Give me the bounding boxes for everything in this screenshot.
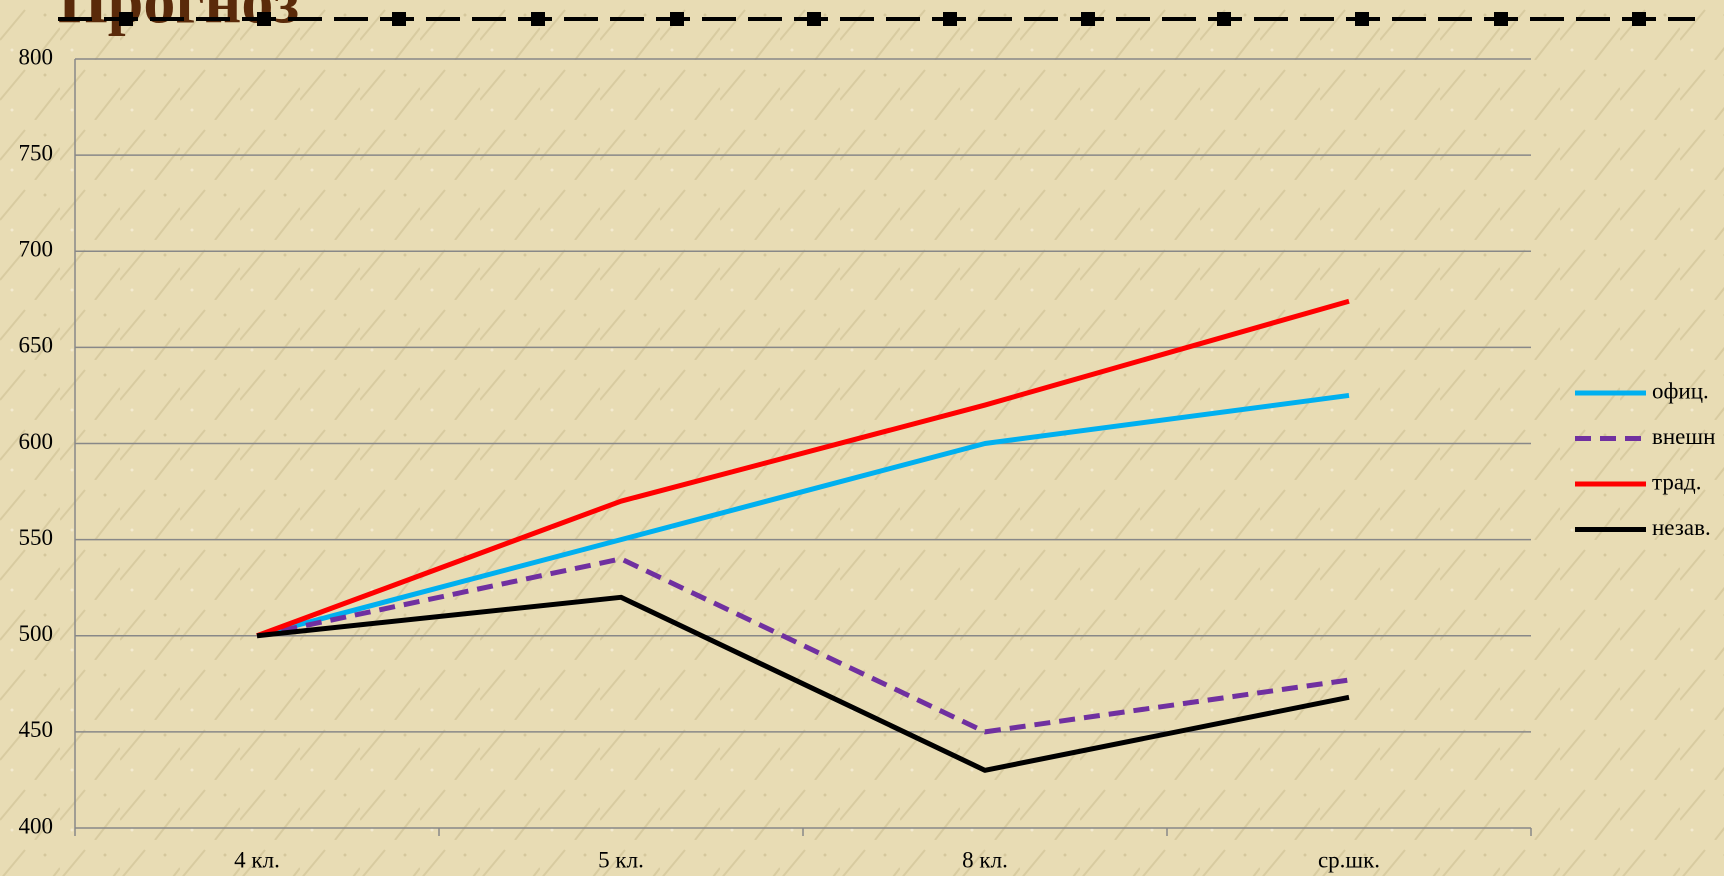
y-tick-label: 550 xyxy=(19,525,54,550)
y-tick-label: 650 xyxy=(19,333,54,358)
x-tick-label: 8 кл. xyxy=(962,847,1008,872)
x-tick-label: ср.шк. xyxy=(1318,847,1380,872)
y-tick-label: 750 xyxy=(19,140,54,165)
y-tick-label: 800 xyxy=(19,44,54,69)
legend-label: незав. xyxy=(1652,515,1711,540)
series-line xyxy=(256,594,1350,773)
legend-label: внешн xyxy=(1652,424,1715,449)
y-tick-label: 600 xyxy=(19,429,54,454)
y-tick-label: 450 xyxy=(19,717,54,742)
y-tick-label: 400 xyxy=(19,813,54,838)
decor-squares xyxy=(119,12,1646,26)
series-line xyxy=(256,298,1350,639)
y-tick-label: 700 xyxy=(19,237,54,262)
legend-label: офиц. xyxy=(1652,378,1709,403)
y-tick-label: 500 xyxy=(19,621,54,646)
x-tick-label: 5 кл. xyxy=(598,847,644,872)
x-tick-label: 4 кл. xyxy=(234,847,280,872)
series-line xyxy=(256,392,1350,639)
series-line xyxy=(256,556,1350,735)
legend-label: трад. xyxy=(1652,469,1702,494)
